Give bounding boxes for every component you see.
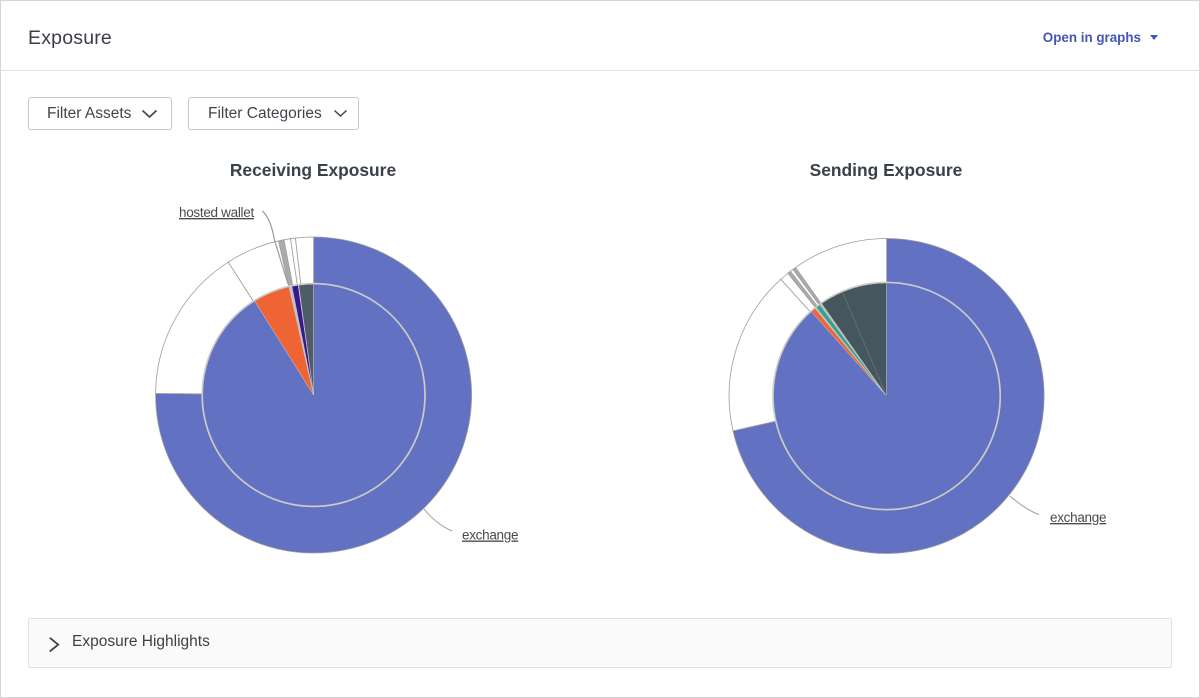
svg-text:hosted wallet: hosted wallet (179, 205, 254, 220)
svg-text:exchange: exchange (462, 528, 518, 543)
svg-text:exchange: exchange (1050, 510, 1106, 525)
